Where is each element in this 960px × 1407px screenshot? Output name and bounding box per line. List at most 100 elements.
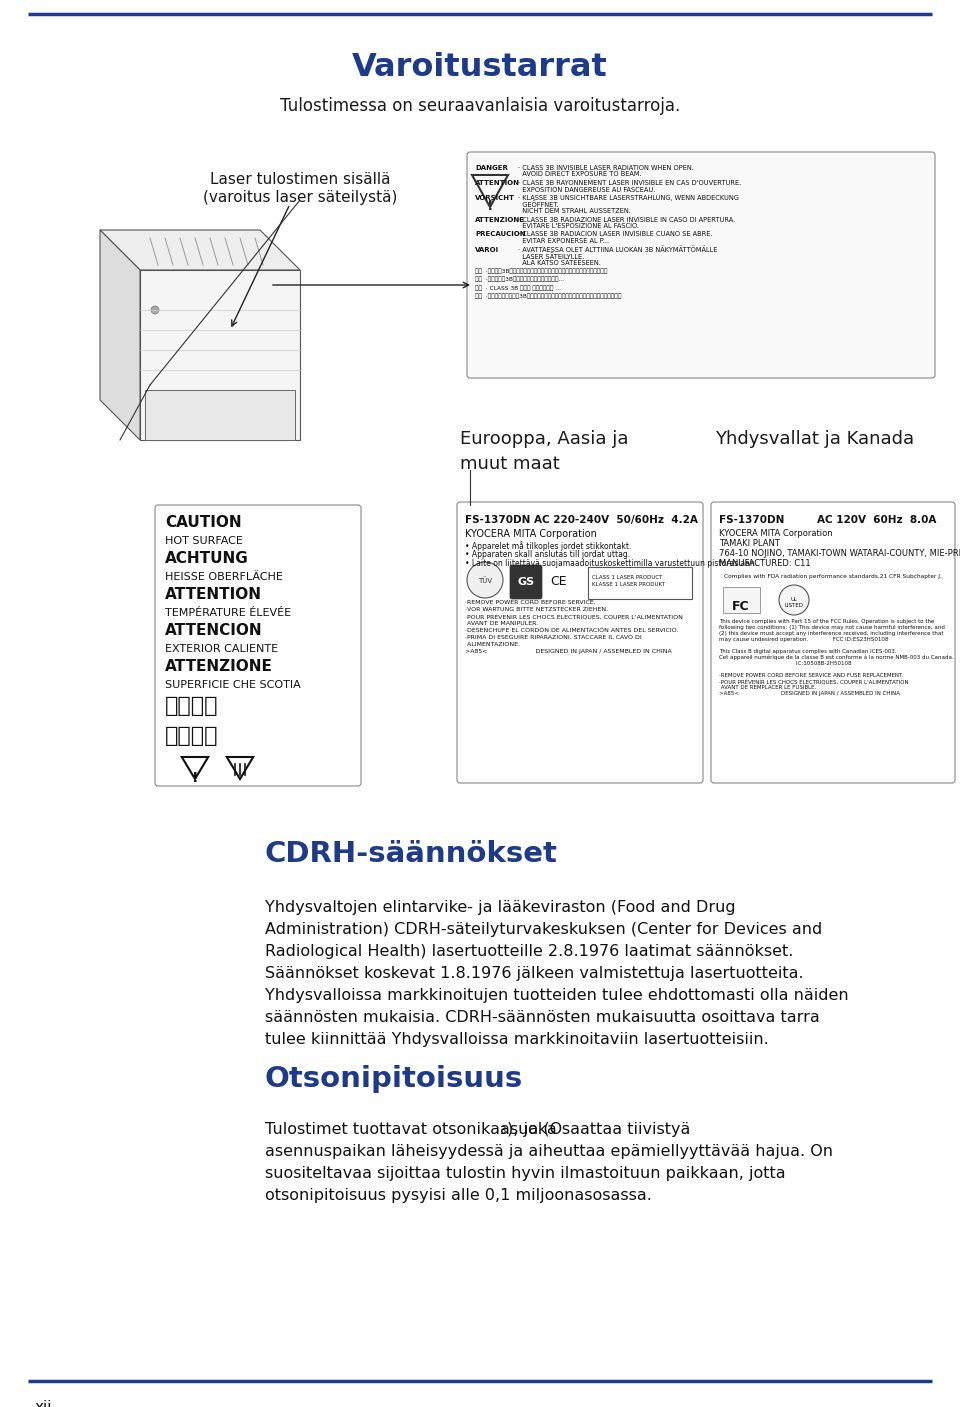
Text: SUPERFICIE CHE SCOTIA: SUPERFICIE CHE SCOTIA xyxy=(165,681,300,691)
Text: PRECAUCION: PRECAUCION xyxy=(475,232,526,238)
Text: This device complies with Part 15 of the FCC Rules. Operation is subject to the: This device complies with Part 15 of the… xyxy=(719,619,934,623)
Text: CLASS 1 LASER PRODUCT: CLASS 1 LASER PRODUCT xyxy=(592,575,662,580)
Text: · CLASS 3B INVISIBLE LASER RADIATION WHEN OPEN.: · CLASS 3B INVISIBLE LASER RADIATION WHE… xyxy=(518,165,694,172)
Text: Säännökset koskevat 1.8.1976 jälkeen valmistettuja lasertuotteita.: Säännökset koskevat 1.8.1976 jälkeen val… xyxy=(265,967,804,981)
Text: otsonipitoisuus pysyisi alle 0,1 miljoonasosassa.: otsonipitoisuus pysyisi alle 0,1 miljoon… xyxy=(265,1188,652,1203)
Text: Tulostimet tuottavat otsonikaasua (O: Tulostimet tuottavat otsonikaasua (O xyxy=(265,1121,563,1137)
Text: FS-1370DN         AC 120V  60Hz  8.0A: FS-1370DN AC 120V 60Hz 8.0A xyxy=(719,515,936,525)
Text: EXTERIOR CALIENTE: EXTERIOR CALIENTE xyxy=(165,644,278,654)
Text: !: ! xyxy=(487,198,493,212)
Polygon shape xyxy=(140,270,300,440)
Text: ATTENCION: ATTENCION xyxy=(165,623,263,639)
Circle shape xyxy=(151,305,159,314)
Text: KYOCERA MITA Corporation: KYOCERA MITA Corporation xyxy=(465,529,597,539)
Text: Yhdysvaltojen elintarvike- ja lääkeviraston (Food and Drug: Yhdysvaltojen elintarvike- ja lääkeviras… xyxy=(265,900,735,915)
Text: säännösten mukaisia. CDRH-säännösten mukaisuutta osoittava tarra: säännösten mukaisia. CDRH-säännösten muk… xyxy=(265,1010,820,1026)
Text: 고온주의: 고온주의 xyxy=(165,726,219,746)
Text: 764-10 NOJINO, TAMAKI-TOWN WATARAI-COUNTY, MIE-PREF., JAPAN: 764-10 NOJINO, TAMAKI-TOWN WATARAI-COUNT… xyxy=(719,549,960,559)
Text: HOT SURFACE: HOT SURFACE xyxy=(165,536,243,546)
Text: CE: CE xyxy=(550,575,566,588)
Text: AVANT DE REMPLACER LE FUSIBLE.: AVANT DE REMPLACER LE FUSIBLE. xyxy=(719,685,816,689)
Text: · CLASE 3B RAYONNEMENT LASER INVISIBLE EN CAS D'OUVERTURE.: · CLASE 3B RAYONNEMENT LASER INVISIBLE E… xyxy=(518,180,741,186)
Text: ACHTUNG: ACHTUNG xyxy=(165,552,249,566)
Polygon shape xyxy=(472,174,508,207)
Text: may cause undesired operation.              FCC ID:ES23HS0108: may cause undesired operation. FCC ID:ES… xyxy=(719,637,888,642)
Text: AVOID DIRECT EXPOSURE TO BEAM.: AVOID DIRECT EXPOSURE TO BEAM. xyxy=(518,172,641,177)
Text: KYOCERA MITA Corporation: KYOCERA MITA Corporation xyxy=(719,529,832,537)
Text: · CLASSE 3B RADIAZIONE LASER INVISIBLE IN CASO DI APERTURA.: · CLASSE 3B RADIAZIONE LASER INVISIBLE I… xyxy=(518,217,735,222)
Text: ATTENZIONE: ATTENZIONE xyxy=(475,217,525,222)
Text: MANUFACTURED: C11: MANUFACTURED: C11 xyxy=(719,559,810,568)
Text: Otsonipitoisuus: Otsonipitoisuus xyxy=(265,1065,523,1093)
Circle shape xyxy=(779,585,809,615)
Text: >A85<                        DESIGNED IN JAPAN / ASSEMBLED IN CHINA: >A85< DESIGNED IN JAPAN / ASSEMBLED IN C… xyxy=(719,691,900,696)
Text: VAROI: VAROI xyxy=(475,246,499,252)
FancyBboxPatch shape xyxy=(723,587,760,613)
Text: Laser tulostimen sisällä: Laser tulostimen sisällä xyxy=(209,172,391,187)
Text: 高温注意: 高温注意 xyxy=(165,695,219,716)
Text: ), joka saattaa tiivistyä: ), joka saattaa tiivistyä xyxy=(507,1121,690,1137)
Text: ·DESENCHUFE EL CORDÓN DE ALIMENTACIÓN ANTES DEL SERVICIO.: ·DESENCHUFE EL CORDÓN DE ALIMENTACIÓN AN… xyxy=(465,628,679,633)
Text: Eurooppa, Aasia ja: Eurooppa, Aasia ja xyxy=(460,431,629,447)
Text: asennuspaikan läheisyydessä ja aiheuttaa epämiellyyttävää hajua. On: asennuspaikan läheisyydessä ja aiheuttaa… xyxy=(265,1144,833,1159)
Text: 警告  ·该产品品质3B类不可见激光产品，打开盖子...: 警告 ·该产品品质3B类不可见激光产品，打开盖子... xyxy=(475,277,564,281)
Text: · KLASSE 3B UNSICHTBARE LASERSTRAHLUNG, WENN ABDECKUNG: · KLASSE 3B UNSICHTBARE LASERSTRAHLUNG, … xyxy=(518,196,739,201)
Polygon shape xyxy=(145,390,295,440)
Text: 3: 3 xyxy=(499,1126,506,1135)
Text: • Laite on liitettävä suojamaadoituskoskettimilla varustettuun pistorasiaan.: • Laite on liitettävä suojamaadoituskosk… xyxy=(465,559,757,568)
Text: tulee kiinnittää Yhdysvalloissa markkinoitaviin lasertuotteisiin.: tulee kiinnittää Yhdysvalloissa markkino… xyxy=(265,1031,769,1047)
Polygon shape xyxy=(181,757,208,779)
FancyBboxPatch shape xyxy=(155,505,361,787)
Text: Yhdysvalloissa markkinoitujen tuotteiden tulee ehdottomasti olla näiden: Yhdysvalloissa markkinoitujen tuotteiden… xyxy=(265,988,849,1003)
Text: Radiological Health) lasertuotteille 2.8.1976 laatimat säännökset.: Radiological Health) lasertuotteille 2.8… xyxy=(265,944,793,960)
Text: TAMAKI PLANT: TAMAKI PLANT xyxy=(719,539,780,547)
Text: Tulostimessa on seuraavanlaisia varoitustarroja.: Tulostimessa on seuraavanlaisia varoitus… xyxy=(280,97,680,115)
Text: IC:10508B-2H50108: IC:10508B-2H50108 xyxy=(719,661,852,666)
Text: This Class B digital apparatus complies with Canadian ICES-003.: This Class B digital apparatus complies … xyxy=(719,649,897,654)
Text: (2) this device must accept any interference received, including interference th: (2) this device must accept any interfer… xyxy=(719,630,944,636)
FancyBboxPatch shape xyxy=(457,502,703,784)
Text: • Apparaten skall anslutas till jordat uttag.: • Apparaten skall anslutas till jordat u… xyxy=(465,550,630,559)
Text: (varoitus laser säteilystä): (varoitus laser säteilystä) xyxy=(203,190,397,205)
Text: Varoitustarrat: Varoitustarrat xyxy=(352,52,608,83)
FancyBboxPatch shape xyxy=(711,502,955,784)
FancyBboxPatch shape xyxy=(588,567,692,599)
Text: KLASSE 1 LASER PRODUKT: KLASSE 1 LASER PRODUKT xyxy=(592,582,665,587)
Text: ·POUR PRÉVENIR LES CHOCS ÉLECTRIQUES, COUPER L'ALIMENTATION: ·POUR PRÉVENIR LES CHOCS ÉLECTRIQUES, CO… xyxy=(719,680,908,685)
Text: TÜV: TÜV xyxy=(478,577,492,584)
Text: 警告  ·该产品为3B类不可见激光产品，打开盖子后有激光辐射，请避免光束照射。: 警告 ·该产品为3B类不可见激光产品，打开盖子后有激光辐射，请避免光束照射。 xyxy=(475,267,608,273)
Text: ATTENZIONE: ATTENZIONE xyxy=(165,660,273,674)
Text: 警告  ·ここを開くとクラス3B不可視レーザービームを直視したり、触れないでください。: 警告 ·ここを開くとクラス3B不可視レーザービームを直視したり、触れないでくださ… xyxy=(475,294,621,300)
Text: Complies with FDA radiation performance standards,21 CFR Subchapter J.: Complies with FDA radiation performance … xyxy=(724,574,942,580)
Text: FC: FC xyxy=(732,599,750,613)
Text: !: ! xyxy=(192,771,199,785)
Text: UL
LISTED: UL LISTED xyxy=(784,597,804,608)
Polygon shape xyxy=(227,757,253,779)
Text: EVITAR EXPONERSE AL P...: EVITAR EXPONERSE AL P... xyxy=(518,238,610,243)
Text: Yhdysvallat ja Kanada: Yhdysvallat ja Kanada xyxy=(715,431,914,447)
Text: ATTENTION: ATTENTION xyxy=(165,587,262,602)
Text: LASER SÄTEILYLLE.: LASER SÄTEILYLLE. xyxy=(518,253,585,260)
Text: ÄLÄ KATSO SÄTEESEEN.: ÄLÄ KATSO SÄTEESEEN. xyxy=(518,259,601,266)
Text: following two conditions: (1) This device may not cause harmful interference, an: following two conditions: (1) This devic… xyxy=(719,625,945,630)
Text: suositeltavaa sijoittaa tulostin hyvin ilmastoituun paikkaan, jotta: suositeltavaa sijoittaa tulostin hyvin i… xyxy=(265,1166,785,1180)
Text: AVANT DE MANIPULER.: AVANT DE MANIPULER. xyxy=(465,620,539,626)
Text: muut maat: muut maat xyxy=(460,454,560,473)
Text: DANGER: DANGER xyxy=(475,165,508,172)
Text: EXPOSITION DANGEREUSE AU FASCEAU.: EXPOSITION DANGEREUSE AU FASCEAU. xyxy=(518,187,656,193)
Text: ALIMENTAZIONE.: ALIMENTAZIONE. xyxy=(465,642,520,647)
Text: TEMPÉRATURE ÉLEVÉE: TEMPÉRATURE ÉLEVÉE xyxy=(165,608,291,618)
Text: CDRH-säännökset: CDRH-säännökset xyxy=(265,840,558,868)
Text: • Apparelet må tilkoples jordet stikkontakt.: • Apparelet må tilkoples jordet stikkont… xyxy=(465,542,632,552)
Text: ·REMOVE POWER CORD BEFORE SERVICE AND FUSE REPLACEMENT.: ·REMOVE POWER CORD BEFORE SERVICE AND FU… xyxy=(719,673,903,678)
Text: ·PRIMA DI ESEGUIRE RIPARAZIONI, STACCARE IL CAVO DI: ·PRIMA DI ESEGUIRE RIPARAZIONI, STACCARE… xyxy=(465,635,641,640)
Text: EVITARE L'ESPOSIZIONE AL FASCIO.: EVITARE L'ESPOSIZIONE AL FASCIO. xyxy=(518,222,639,229)
Text: HEISSE OBERFLÄCHE: HEISSE OBERFLÄCHE xyxy=(165,573,283,582)
Text: Cet appareil numérique de la classe B est conforme à la norme NMB-003 du Canada.: Cet appareil numérique de la classe B es… xyxy=(719,656,953,660)
Text: GEÖFFNET.: GEÖFFNET. xyxy=(518,201,559,208)
Text: · AVATTAESSA OLET ALTTIINA LUOKAN 3B NÄKYMÄTTÖMÄLLE: · AVATTAESSA OLET ALTTIINA LUOKAN 3B NÄK… xyxy=(518,246,717,253)
Text: CAUTION: CAUTION xyxy=(165,515,242,530)
Text: ATTENTION: ATTENTION xyxy=(475,180,520,186)
Text: NICHT DEM STRAHL AUSSETZEN.: NICHT DEM STRAHL AUSSETZEN. xyxy=(518,208,631,214)
Text: ·POUR PRÉVENIR LES CHOCS ÉLECTRIQUES, COUPER L'ALIMENTATION: ·POUR PRÉVENIR LES CHOCS ÉLECTRIQUES, CO… xyxy=(465,613,683,619)
